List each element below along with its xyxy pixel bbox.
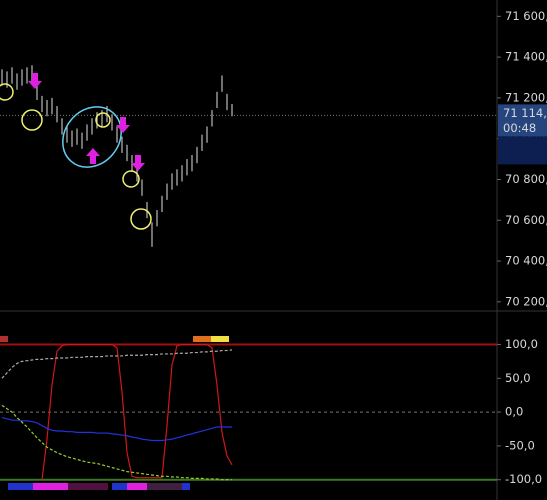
y-tick-label: 70 200,0: [505, 294, 547, 308]
indicator-line: [1, 349, 233, 379]
strip: [147, 483, 182, 490]
annotations: [0, 73, 152, 230]
y-tick-label: 70 800,0: [505, 172, 547, 186]
highlight-ellipse: [62, 106, 122, 168]
y-tick-label: 100,0: [505, 337, 538, 351]
strip: [33, 483, 68, 490]
y-tick-label: 70 400,0: [505, 254, 547, 268]
arrow-down: [131, 155, 145, 171]
arrow-down: [28, 73, 42, 89]
status-strips: [0, 336, 229, 490]
strip: [211, 336, 229, 342]
y-tick-label: 70 600,0: [505, 213, 547, 227]
indicator-line: [1, 416, 232, 442]
y-tick-label: -100,0: [505, 472, 542, 486]
strip: [8, 483, 33, 490]
marker-circle: [130, 208, 152, 230]
strip: [182, 483, 190, 490]
marker-circle: [122, 170, 140, 188]
last-price-label: 71 114,2: [503, 106, 547, 120]
marker-circle: [95, 112, 111, 128]
indicator-pane: -100,0 -50,0 0,0 50,0 100,0: [0, 337, 542, 486]
marker-circle: [21, 109, 43, 131]
last-price-box-lower: [498, 136, 547, 165]
marker-circle: [0, 83, 14, 101]
strip: [193, 336, 211, 342]
strip: [0, 336, 8, 342]
y-tick-label: 71 200,0: [505, 90, 547, 104]
strip: [127, 483, 147, 490]
strip: [112, 483, 127, 490]
y-tick-label: 50,0: [505, 371, 531, 385]
arrow-down: [116, 117, 130, 133]
last-price-box: [498, 104, 547, 137]
arrow-up: [86, 148, 100, 164]
indicator-line: [1, 404, 232, 481]
y-tick-label: -50,0: [505, 438, 535, 452]
y-tick-label: 71 600,0: [505, 9, 547, 23]
countdown: 00:48: [503, 121, 536, 135]
y-tick-label: 71 400,0: [505, 50, 547, 64]
indicator-line: [41, 343, 233, 480]
strip: [68, 483, 108, 490]
price-pane: 70 200,070 400,070 600,070 800,071 000,0…: [0, 9, 547, 308]
y-tick-label: 0,0: [505, 405, 523, 419]
